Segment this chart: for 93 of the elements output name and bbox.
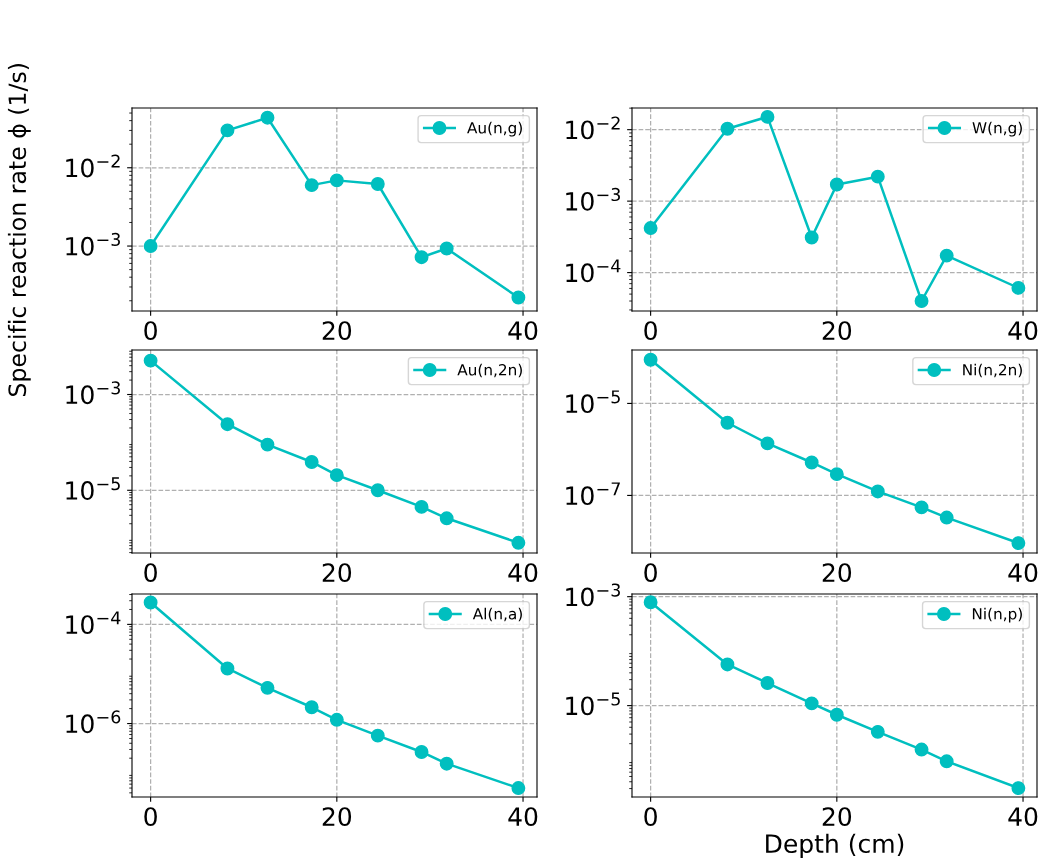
point <box>304 700 319 715</box>
x-tick-label: 40 <box>1008 563 1038 583</box>
point <box>329 712 344 727</box>
legend-label: Ni(n,p) <box>972 607 1022 623</box>
point <box>720 657 735 672</box>
x-tick-label: 40 <box>508 321 538 341</box>
point <box>260 680 275 695</box>
x-tick-label: 20 <box>322 807 352 827</box>
x-tick-label: 40 <box>508 563 538 583</box>
legend-label: Au(n,2n) <box>457 363 522 378</box>
x-axis-title: Depth (cm) <box>766 833 904 858</box>
y-tick-label: 10$^{−3}$ <box>566 583 620 607</box>
point <box>220 661 235 676</box>
point <box>220 417 235 432</box>
point <box>760 676 775 690</box>
point <box>760 109 775 124</box>
point <box>414 745 429 759</box>
point <box>939 510 954 525</box>
point <box>439 756 454 771</box>
point <box>414 250 429 265</box>
point <box>143 595 158 610</box>
y-tick-label: 10$^{−3}$ <box>66 381 120 405</box>
point <box>143 353 158 368</box>
x-tick-label: 20 <box>322 321 352 341</box>
point <box>804 455 819 470</box>
point <box>511 290 526 305</box>
point <box>829 467 844 482</box>
x-tick-label: 0 <box>144 563 157 583</box>
point <box>643 595 658 610</box>
point <box>304 455 319 469</box>
point <box>414 499 429 514</box>
point <box>1011 536 1026 551</box>
legend-label: Au(n,g) <box>467 121 522 137</box>
point <box>829 707 844 722</box>
point <box>760 436 775 451</box>
x-tick-label: 40 <box>1008 807 1038 827</box>
point <box>720 415 735 430</box>
point <box>511 535 526 550</box>
point <box>870 169 885 184</box>
point <box>304 178 319 193</box>
y-tick-label: 10$^{−5}$ <box>566 692 620 716</box>
point <box>870 484 885 499</box>
x-tick-label: 20 <box>822 563 852 583</box>
y-tick-label: 10$^{−2}$ <box>66 154 120 178</box>
point <box>329 468 344 483</box>
y-tick-label: 10$^{−3}$ <box>66 232 120 256</box>
point <box>914 294 929 308</box>
point <box>260 437 275 452</box>
x-tick-label: 20 <box>822 807 852 827</box>
y-tick-label: 10$^{−3}$ <box>566 187 620 211</box>
point <box>870 724 885 739</box>
point <box>260 110 275 125</box>
point <box>370 483 385 498</box>
y-tick-label: 10$^{−5}$ <box>66 477 120 500</box>
y-tick-label: 10$^{−5}$ <box>566 390 620 414</box>
legend-label: Ni(n,2n) <box>963 363 1022 378</box>
point <box>220 123 235 138</box>
point <box>643 352 658 367</box>
point <box>914 742 929 757</box>
x-tick-label: 40 <box>508 807 538 827</box>
x-tick-label: 0 <box>644 563 657 583</box>
point <box>804 696 819 711</box>
y-tick-label: 10$^{−2}$ <box>566 116 620 140</box>
legend-label: Al(n,a) <box>472 607 522 622</box>
point <box>804 230 819 245</box>
point <box>439 511 454 526</box>
point <box>643 221 658 235</box>
point <box>370 728 385 743</box>
y-tick-label: 10$^{−4}$ <box>66 611 121 635</box>
point <box>511 781 526 795</box>
x-tick-label: 0 <box>144 807 157 827</box>
x-tick-label: 40 <box>1008 321 1038 341</box>
x-tick-label: 0 <box>644 807 657 827</box>
legend-label: W(n,g) <box>972 121 1022 137</box>
point <box>439 241 454 256</box>
point <box>914 500 929 515</box>
y-tick-label: 10$^{−6}$ <box>66 710 121 734</box>
x-tick-label: 0 <box>644 321 657 341</box>
point <box>1011 781 1026 796</box>
x-tick-label: 0 <box>144 321 157 341</box>
point <box>1011 280 1026 295</box>
point <box>143 239 158 253</box>
point <box>370 177 385 191</box>
point <box>329 173 344 188</box>
point <box>720 121 735 136</box>
x-tick-label: 20 <box>822 321 852 341</box>
point <box>829 177 844 192</box>
point <box>939 248 954 263</box>
y-tick-label: 10$^{−7}$ <box>566 482 620 506</box>
point <box>939 754 954 769</box>
x-tick-label: 20 <box>322 563 352 583</box>
y-tick-label: 10$^{−4}$ <box>566 259 621 283</box>
y-axis-title: Specific reaction rate ϕ (1/s) <box>7 64 31 397</box>
